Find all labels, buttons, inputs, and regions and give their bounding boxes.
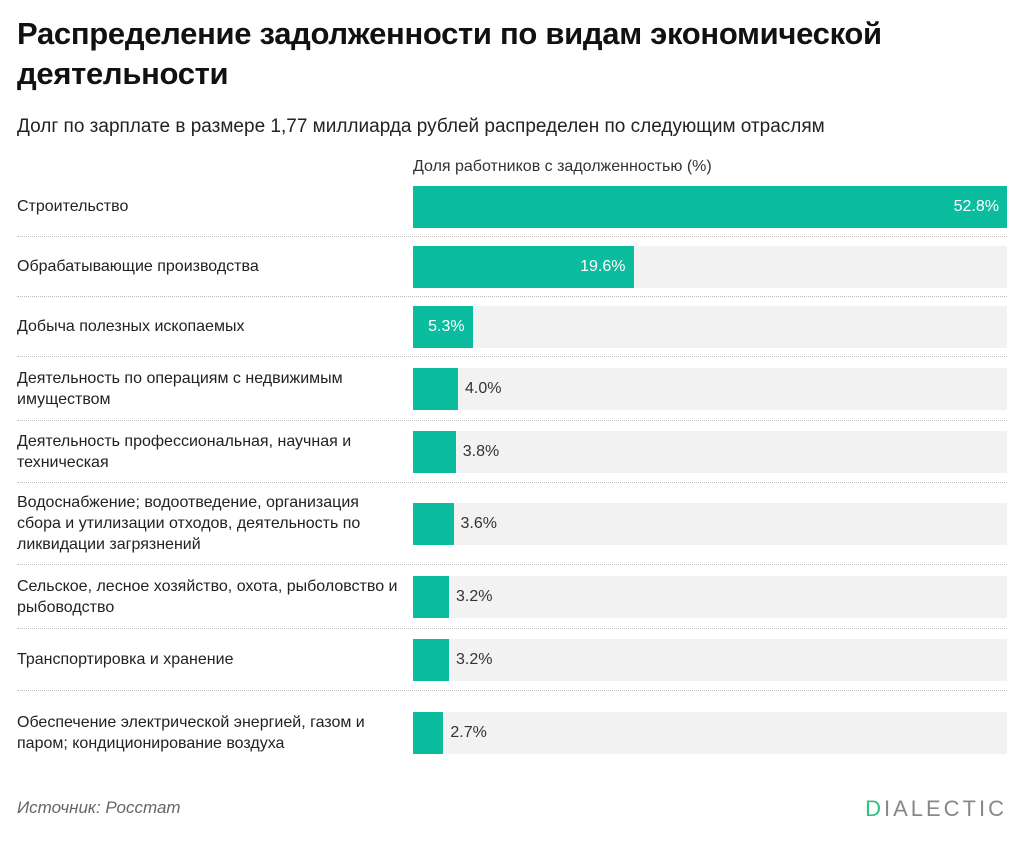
- logo-text: IALECTIC: [883, 796, 1007, 821]
- data-label: 3.2%: [456, 587, 493, 605]
- bar: [413, 712, 444, 754]
- bar-track: 4.0%: [413, 367, 1007, 410]
- bar-row: Строительство 52.8%: [17, 177, 1007, 237]
- category-label: Деятельность по операциям с недвижимым и…: [17, 369, 343, 408]
- bar-row: Деятельность профессиональная, научная и…: [17, 421, 1007, 483]
- data-label: 3.8%: [462, 442, 500, 460]
- category-label: Обеспечение электрической энергией, газо…: [17, 714, 365, 752]
- axis-label: Доля работников с задолженностью (%): [413, 158, 712, 175]
- bar-track: 52.8%: [413, 185, 1007, 228]
- bar: [413, 305, 473, 348]
- source-note: Источник: Росстат: [17, 798, 181, 817]
- category-label: Строительство: [17, 198, 129, 215]
- bar: [413, 638, 449, 681]
- category-label: Обрабатывающие производства: [17, 258, 259, 275]
- bar-row: Водоснабжение; водоотведение, организаци…: [17, 483, 1007, 565]
- data-label: 5.3%: [428, 317, 465, 335]
- bar-track: 19.6%: [413, 245, 1007, 288]
- bar: [413, 185, 1007, 228]
- data-label: 2.7%: [450, 724, 487, 741]
- data-label: 3.2%: [456, 650, 493, 668]
- category-label: Транспортировка и хранение: [17, 651, 234, 668]
- dialectic-logo: DIALECTIC: [865, 796, 1007, 822]
- category-label: Деятельность профессиональная, научная и…: [17, 432, 352, 471]
- category-label: Сельское, лесное хозяйство, охота, рыбол…: [17, 577, 398, 616]
- bar-track: 3.6%: [413, 502, 1007, 545]
- bar-track: 2.7%: [413, 712, 1007, 754]
- logo-letter: D: [865, 796, 884, 821]
- bar-track: 3.2%: [413, 575, 1007, 618]
- bar-chart: Строительство 52.8% Обрабатывающие произво…: [17, 177, 1007, 775]
- bar-track: 3.8%: [413, 430, 1007, 473]
- bar: [413, 245, 634, 288]
- bar-track: 3.2%: [413, 638, 1007, 681]
- bar: [413, 430, 456, 473]
- data-label: 3.6%: [460, 514, 497, 532]
- bar-row: Транспортировка и хранение 3.2%: [17, 629, 1007, 691]
- category-label: Добыча полезных ископаемых: [17, 318, 245, 335]
- bar: [413, 367, 458, 410]
- bar-row: Добыча полезных ископаемых 5.3%: [17, 297, 1007, 357]
- data-label: 52.8%: [953, 197, 999, 215]
- bar: [413, 502, 454, 545]
- bar-row: Сельское, лесное хозяйство, охота, рыбол…: [17, 565, 1007, 629]
- data-label: 19.6%: [580, 257, 626, 275]
- bar-row: Обеспечение электрической энергией, газо…: [17, 691, 1007, 775]
- bar-row: Деятельность по операциям с недвижимым и…: [17, 357, 1007, 421]
- bar: [413, 575, 449, 618]
- bar-track: 5.3%: [413, 305, 1007, 348]
- category-label: Водоснабжение; водоотведение, организаци…: [17, 494, 361, 553]
- chart-subtitle: Долг по зарплате в размере 1,77 миллиард…: [17, 116, 825, 137]
- chart-title: Распределение задолженности по видам эко…: [17, 16, 882, 91]
- data-label: 4.0%: [465, 379, 502, 397]
- bar-row: Обрабатывающие производства 19.6%: [17, 237, 1007, 297]
